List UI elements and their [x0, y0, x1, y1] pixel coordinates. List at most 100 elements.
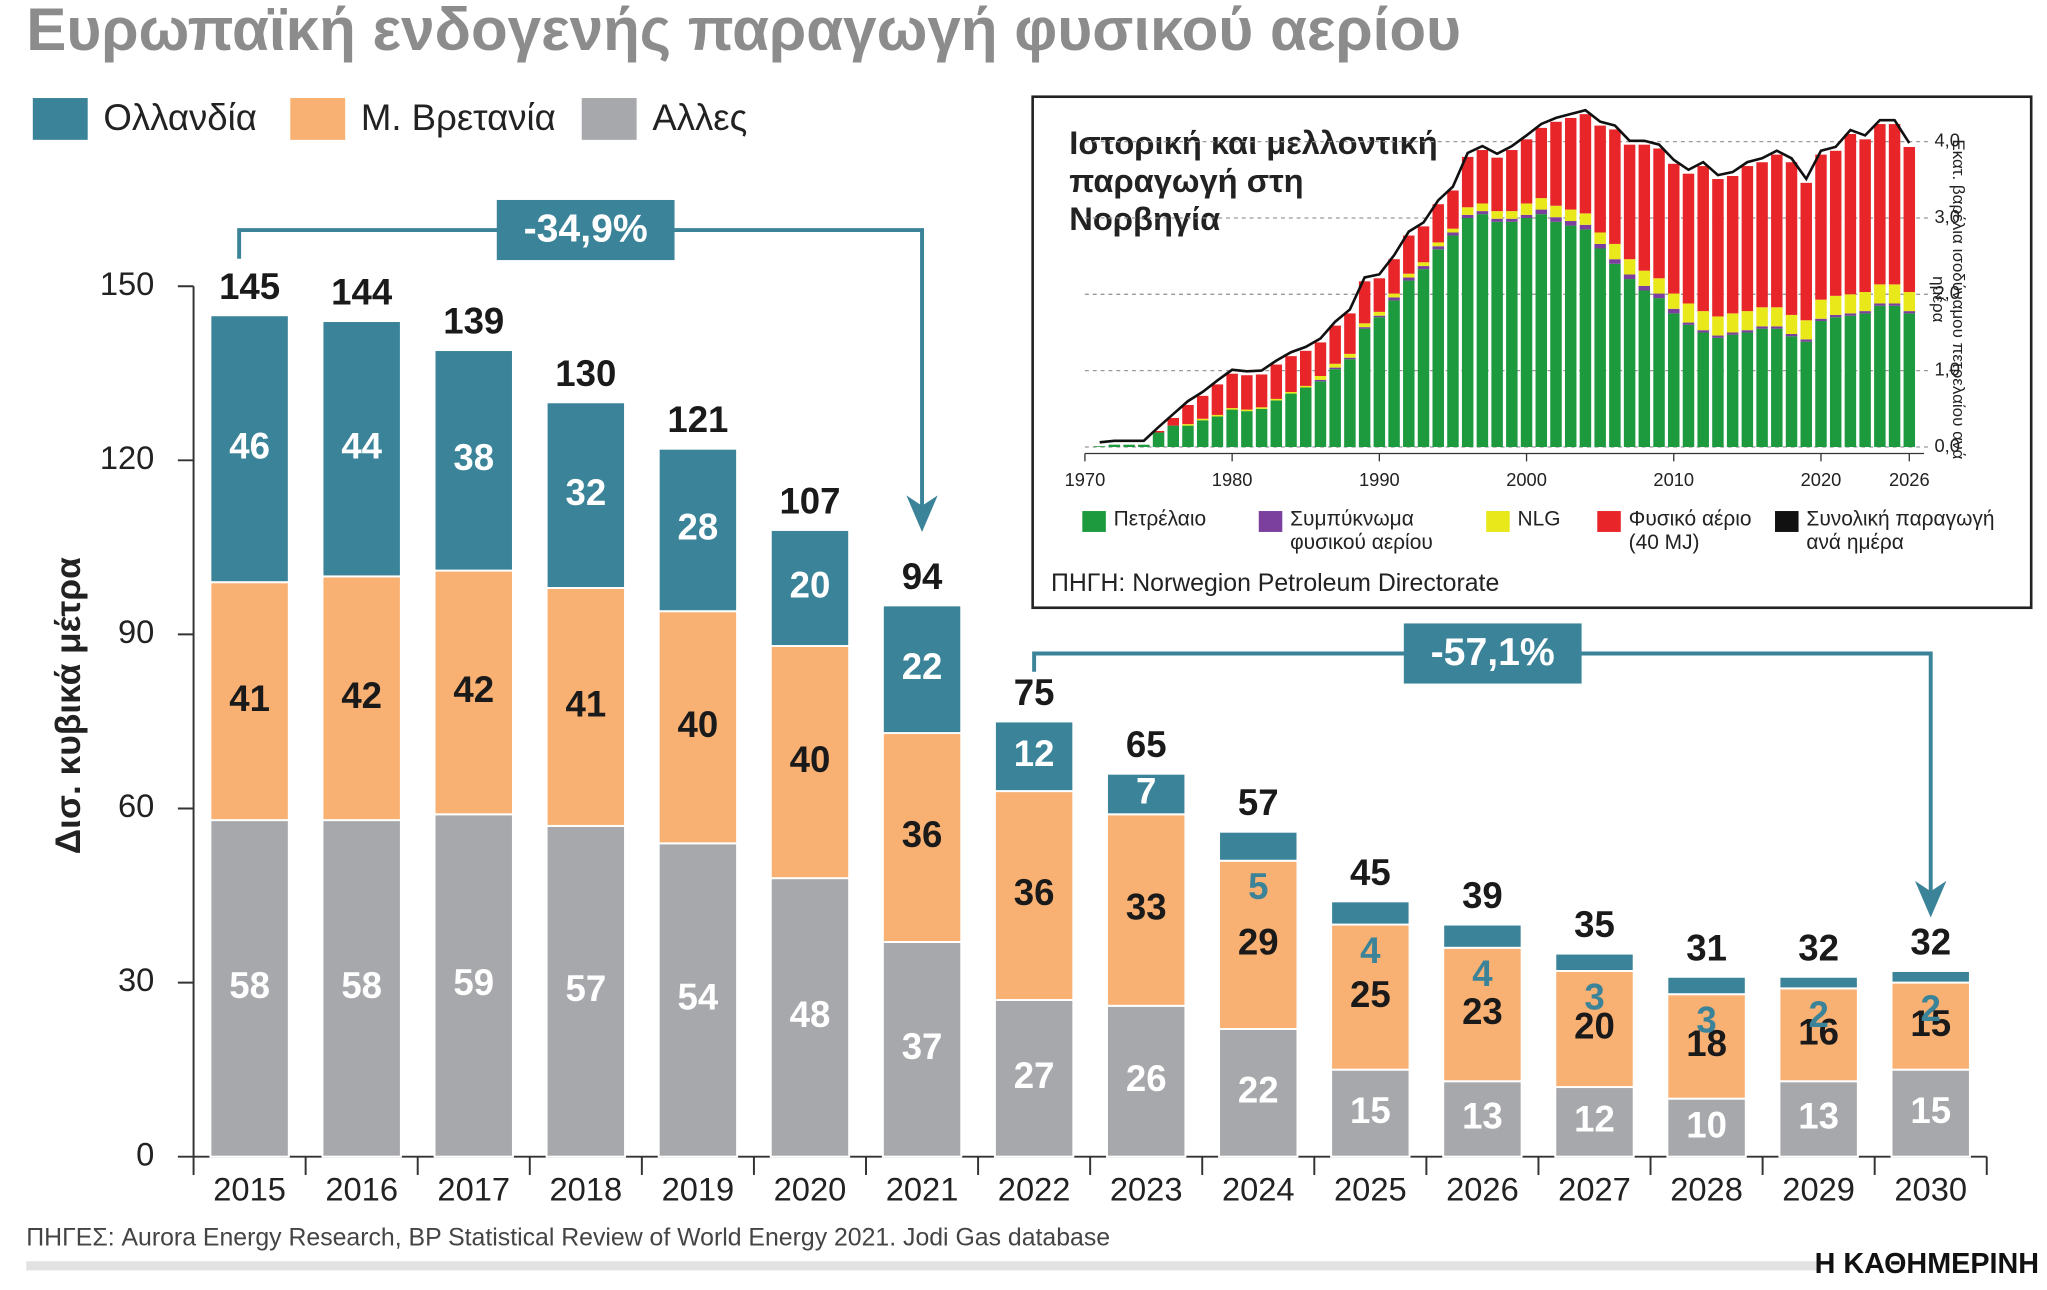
bar-segment	[1844, 294, 1857, 314]
value-label: 20	[1574, 1006, 1615, 1047]
bar-segment	[1668, 313, 1680, 447]
bar-segment	[1726, 334, 1739, 447]
bar-segment	[1182, 425, 1194, 447]
bar-segment	[1358, 328, 1371, 447]
value-label: 2	[1808, 994, 1828, 1035]
bar-segment	[1491, 157, 1503, 212]
total-label: 32	[1798, 927, 1839, 968]
bar-segment	[1697, 332, 1709, 447]
bar-segment	[1270, 364, 1283, 399]
bar-segment	[769, 528, 851, 647]
y-tick-label: 30	[118, 961, 154, 998]
value-label: 13	[1798, 1096, 1839, 1137]
legend-label: Συμπύκνωμα φυσικού αερίου	[1290, 508, 1433, 555]
bar-segment	[1403, 235, 1415, 274]
bar-segment	[1344, 359, 1356, 447]
bar-segment	[1890, 970, 1971, 984]
bar-segment	[1697, 311, 1709, 331]
bar-segment	[1859, 139, 1871, 293]
x-tick-label: 1970	[1065, 469, 1106, 490]
bar-segment	[1785, 162, 1798, 315]
bar-segment	[1844, 313, 1857, 316]
value-label: 25	[1350, 974, 1391, 1015]
x-tick-label: 2018	[549, 1171, 622, 1208]
bar-segment	[1859, 292, 1871, 312]
legend-label: Πετρέλαιο	[1113, 508, 1207, 531]
bar-segment	[1270, 400, 1283, 447]
bar-segment	[1554, 970, 1635, 1089]
bar-segment	[1638, 270, 1651, 286]
x-tick-label: 2028	[1670, 1171, 1743, 1208]
bar-segment	[1800, 182, 1812, 321]
y-tick-label: 60	[118, 787, 154, 824]
bar-segment	[1535, 127, 1548, 199]
source: ΠΗΓΕΣ: Aurora Energy Research, BP Statis…	[26, 1225, 1110, 1252]
bar-segment	[1564, 221, 1577, 226]
bar-segment	[1535, 214, 1548, 447]
bar-segment	[1506, 211, 1518, 219]
bar-segment	[1874, 305, 1886, 447]
bar-segment	[1506, 218, 1518, 222]
bar-segment	[1388, 293, 1400, 298]
bar-segment	[1388, 259, 1400, 294]
total-label: 121	[667, 399, 728, 440]
value-label: 38	[453, 437, 494, 478]
value-label: 57	[565, 968, 606, 1009]
bar-segment	[657, 842, 739, 1158]
value-label: 44	[341, 425, 382, 466]
annotation: -57,1%	[1431, 631, 1555, 674]
bar-segment	[1300, 385, 1312, 388]
bar-segment	[1314, 381, 1327, 447]
bar-segment	[1388, 300, 1400, 447]
y-tick-label: 150	[100, 265, 155, 302]
bar-segment	[1579, 224, 1592, 230]
bar-segment	[1314, 342, 1327, 376]
bar-segment	[1300, 350, 1312, 386]
bar-segment	[1771, 307, 1783, 327]
bar-segment	[1152, 432, 1165, 447]
total-label: 39	[1462, 875, 1503, 916]
bar-segment	[993, 999, 1075, 1158]
bar-segment	[1712, 337, 1724, 447]
bar-segment	[1388, 297, 1400, 301]
bar-segment	[1771, 328, 1783, 447]
bar-segment	[1844, 315, 1857, 447]
bar-segment	[1255, 374, 1268, 408]
bar-segment	[881, 604, 963, 735]
total-label: 130	[555, 353, 616, 394]
bar-segment	[1741, 311, 1754, 331]
footer-bar	[26, 1261, 1817, 1271]
bar-segment	[1564, 225, 1577, 447]
bar-segment	[1506, 221, 1518, 447]
bar-segment	[1285, 393, 1297, 447]
bar-segment	[1344, 357, 1356, 360]
bar-segment	[1579, 114, 1592, 214]
legend-label: Συνολική παραγωγή ανά ημέρα	[1806, 508, 1995, 555]
bar-segment	[1668, 308, 1680, 314]
legend-label-box: Συμπύκνωμα φυσικού αερίου	[1290, 508, 1433, 555]
y-tick-label: 90	[118, 613, 154, 650]
legend-label: Ολλανδία	[103, 97, 257, 138]
bar-segment	[1447, 232, 1459, 236]
bar-segment	[1712, 316, 1724, 336]
bar-segment	[1829, 317, 1842, 447]
bar-segment	[1329, 369, 1341, 447]
legend-label-box: Φυσικό αέριο (40 MJ)	[1629, 508, 1752, 554]
bar-segment	[1609, 243, 1621, 260]
bar-segment	[1330, 1068, 1411, 1158]
value-label: 23	[1462, 991, 1503, 1032]
total-label: 144	[331, 272, 393, 313]
bar-segment	[1623, 274, 1636, 280]
bar-segment	[1211, 416, 1224, 447]
bar-segment	[1476, 211, 1489, 215]
value-label: 15	[1910, 1090, 1951, 1131]
bar-segment	[1314, 375, 1327, 380]
bar-segment	[1329, 367, 1341, 370]
bar-segment	[1888, 284, 1901, 304]
bar-segment	[1815, 299, 1827, 319]
bar-segment	[1682, 173, 1695, 304]
annotation: -34,9%	[524, 208, 648, 251]
value-label: 42	[341, 675, 382, 716]
x-tick-label: 2026	[1889, 469, 1930, 490]
